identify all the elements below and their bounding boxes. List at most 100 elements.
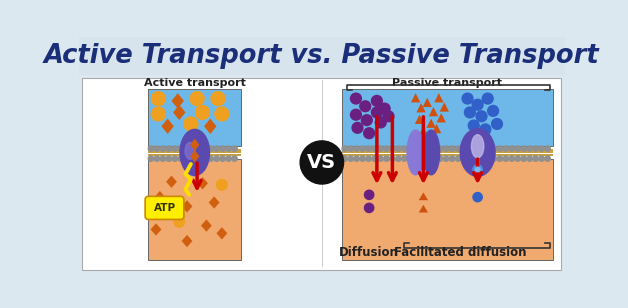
Circle shape: [396, 146, 401, 151]
Circle shape: [151, 107, 165, 121]
FancyBboxPatch shape: [148, 151, 241, 153]
Circle shape: [474, 156, 479, 161]
Circle shape: [480, 124, 491, 135]
Circle shape: [482, 93, 493, 104]
Circle shape: [166, 156, 171, 161]
Circle shape: [211, 91, 225, 105]
Text: Active transport: Active transport: [144, 78, 246, 88]
FancyBboxPatch shape: [342, 89, 553, 146]
Circle shape: [360, 146, 365, 151]
Polygon shape: [415, 115, 424, 124]
Circle shape: [378, 146, 383, 151]
Circle shape: [214, 146, 219, 151]
Polygon shape: [151, 223, 161, 236]
Circle shape: [509, 146, 514, 151]
Circle shape: [497, 156, 502, 161]
Circle shape: [178, 146, 183, 151]
Circle shape: [414, 146, 419, 151]
FancyBboxPatch shape: [148, 149, 241, 151]
Circle shape: [438, 156, 443, 161]
Circle shape: [462, 93, 473, 104]
FancyBboxPatch shape: [342, 154, 553, 156]
Circle shape: [492, 119, 502, 129]
Ellipse shape: [180, 129, 210, 176]
Polygon shape: [423, 98, 432, 107]
Circle shape: [383, 111, 394, 122]
Polygon shape: [419, 205, 428, 213]
Circle shape: [226, 146, 231, 151]
Circle shape: [195, 105, 210, 119]
Circle shape: [527, 156, 533, 161]
Circle shape: [539, 156, 544, 161]
Circle shape: [350, 93, 361, 104]
Polygon shape: [190, 139, 200, 151]
Circle shape: [196, 146, 202, 151]
Circle shape: [497, 146, 502, 151]
Circle shape: [384, 156, 389, 161]
Circle shape: [352, 122, 363, 133]
Circle shape: [366, 146, 371, 151]
Circle shape: [300, 141, 344, 184]
FancyBboxPatch shape: [342, 159, 553, 260]
Circle shape: [485, 156, 490, 161]
Circle shape: [533, 146, 538, 151]
Circle shape: [350, 109, 361, 120]
Circle shape: [396, 156, 401, 161]
Ellipse shape: [423, 130, 440, 175]
Circle shape: [190, 146, 195, 151]
Ellipse shape: [407, 130, 424, 175]
Circle shape: [479, 156, 485, 161]
Circle shape: [515, 156, 521, 161]
Circle shape: [467, 146, 473, 151]
Circle shape: [402, 146, 407, 151]
Polygon shape: [416, 103, 426, 112]
Circle shape: [154, 156, 160, 161]
Circle shape: [545, 146, 550, 151]
Circle shape: [485, 146, 490, 151]
Circle shape: [366, 156, 371, 161]
Circle shape: [148, 156, 154, 161]
Circle shape: [390, 146, 395, 151]
Circle shape: [503, 146, 509, 151]
Circle shape: [402, 156, 407, 161]
Text: VS: VS: [307, 153, 337, 172]
Polygon shape: [411, 93, 420, 102]
Ellipse shape: [460, 128, 495, 176]
Circle shape: [217, 179, 227, 190]
Circle shape: [472, 99, 483, 110]
Polygon shape: [434, 93, 443, 102]
Circle shape: [360, 101, 371, 111]
Polygon shape: [173, 105, 185, 120]
Circle shape: [226, 156, 231, 161]
Text: ATP: ATP: [153, 203, 176, 213]
Circle shape: [431, 146, 437, 151]
Circle shape: [232, 146, 237, 151]
Circle shape: [364, 203, 374, 213]
Circle shape: [455, 146, 461, 151]
Circle shape: [467, 156, 473, 161]
Polygon shape: [429, 107, 438, 116]
Circle shape: [214, 156, 219, 161]
Polygon shape: [440, 102, 449, 111]
Polygon shape: [436, 113, 446, 122]
Circle shape: [151, 91, 165, 105]
Circle shape: [364, 128, 374, 139]
FancyBboxPatch shape: [78, 37, 565, 75]
Circle shape: [420, 146, 425, 151]
Polygon shape: [197, 177, 208, 189]
Polygon shape: [419, 192, 428, 200]
Circle shape: [208, 146, 214, 151]
Circle shape: [220, 146, 225, 151]
Polygon shape: [171, 93, 184, 108]
Circle shape: [196, 156, 202, 161]
FancyBboxPatch shape: [82, 78, 561, 270]
Polygon shape: [181, 235, 192, 247]
Circle shape: [342, 156, 347, 161]
Circle shape: [408, 156, 413, 161]
Polygon shape: [181, 200, 192, 213]
Circle shape: [539, 146, 544, 151]
Ellipse shape: [185, 142, 195, 159]
Circle shape: [491, 156, 497, 161]
Circle shape: [475, 167, 480, 172]
Circle shape: [379, 103, 390, 114]
